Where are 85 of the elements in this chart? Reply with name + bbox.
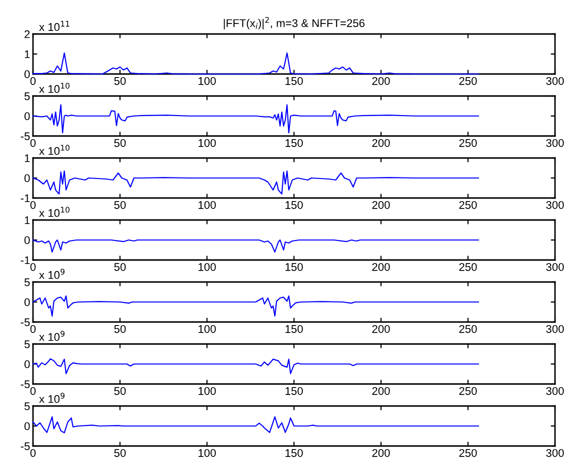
text: x 10$^{10}$ (39, 82, 70, 93)
x-tick-label: 50 (114, 77, 126, 85)
x-tick-label: 300 (546, 263, 564, 271)
x-tick-label: 250 (459, 201, 477, 209)
text: x 10$^{10}$ (39, 144, 70, 155)
x-tick-label: 200 (372, 387, 390, 395)
text: x 10$^{10}$ (39, 206, 70, 217)
text: x 10$^{9}$ (39, 392, 65, 403)
x-tick-label: 200 (372, 77, 390, 85)
x-tick-label: 250 (459, 77, 477, 85)
line-series (32, 416, 479, 434)
x-tick-label: 100 (198, 77, 216, 85)
x-tick-label: 50 (114, 201, 126, 209)
text: x 10$^{9}$ (39, 268, 65, 279)
line-series (32, 358, 479, 374)
x-tick-label: 50 (114, 263, 126, 271)
x-tick-label: 150 (286, 77, 303, 85)
x-tick-label: 100 (198, 263, 216, 271)
x-tick-label: 150 (286, 201, 303, 209)
y-tick-label: -1 (20, 256, 30, 264)
x-tick-label: 0 (30, 387, 36, 395)
line-series (32, 52, 479, 75)
line-series (32, 295, 479, 317)
x-tick-label: 300 (546, 139, 564, 147)
x-tick-label: 200 (372, 263, 390, 271)
text: x 10$^{11}$ (39, 20, 70, 31)
x-tick-label: 0 (30, 77, 36, 85)
x-tick-label: 300 (546, 325, 564, 333)
y-tick-label: 0 (24, 298, 30, 306)
y-tick-label: -5 (20, 442, 30, 450)
y-tick-label: 1 (24, 154, 30, 162)
x-tick-label: 250 (459, 325, 477, 333)
y-tick-label: -5 (20, 132, 30, 140)
x-tick-label: 100 (198, 201, 216, 209)
y-tick-label: 0 (24, 360, 30, 368)
y-tick-label: 5 (24, 340, 30, 348)
x-tick-label: 250 (459, 263, 477, 271)
y-tick-label: 0 (24, 236, 30, 244)
x-tick-label: 150 (286, 387, 303, 395)
x-tick-label: 100 (198, 449, 216, 457)
x-tick-label: 50 (114, 325, 126, 333)
y-tick-label: 5 (24, 278, 30, 286)
line-series (32, 170, 479, 195)
x-tick-label: 250 (459, 449, 477, 457)
x-tick-label: 50 (114, 387, 126, 395)
y-tick-label: 1 (24, 216, 30, 224)
x-tick-label: 150 (286, 325, 303, 333)
x-tick-label: 300 (546, 201, 564, 209)
y-tick-label: -5 (20, 380, 30, 388)
x-tick-label: 200 (372, 449, 390, 457)
x-tick-label: 100 (198, 387, 216, 395)
y-tick-label: 1 (24, 50, 30, 58)
x-tick-label: 0 (30, 201, 36, 209)
y-tick-label: 0 (24, 174, 30, 182)
x-tick-label: 300 (546, 387, 564, 395)
x-tick-label: 0 (30, 325, 36, 333)
chart-title: |FFT(x$_{i}$)|$^{2}$, m=3 & NFFT=256 (224, 16, 365, 30)
line-series (32, 239, 479, 253)
y-tick-label: 5 (24, 92, 30, 100)
x-tick-label: 200 (372, 139, 390, 147)
x-tick-label: 50 (114, 449, 126, 457)
x-tick-label: 200 (372, 201, 390, 209)
y-tick-label: 0 (24, 70, 30, 78)
x-tick-label: 0 (30, 449, 36, 457)
y-tick-label: -5 (20, 318, 30, 326)
x-tick-label: 100 (198, 325, 216, 333)
x-tick-label: 0 (30, 139, 36, 147)
x-tick-label: 250 (459, 139, 477, 147)
y-tick-label: 2 (24, 30, 30, 38)
x-tick-label: 150 (286, 263, 303, 271)
x-tick-label: 100 (198, 139, 216, 147)
y-tick-label: 0 (24, 422, 30, 430)
x-tick-label: 150 (286, 449, 303, 457)
line-series (32, 104, 479, 134)
y-tick-label: 0 (24, 112, 30, 120)
text: x 10$^{9}$ (39, 330, 65, 341)
y-tick-label: 5 (24, 402, 30, 410)
x-tick-label: 300 (546, 449, 564, 457)
x-tick-label: 250 (459, 387, 477, 395)
x-tick-label: 300 (546, 77, 564, 85)
x-tick-label: 0 (30, 263, 36, 271)
x-tick-label: 50 (114, 139, 126, 147)
x-tick-label: 150 (286, 139, 303, 147)
y-tick-label: -1 (20, 194, 30, 202)
x-tick-label: 200 (372, 325, 390, 333)
